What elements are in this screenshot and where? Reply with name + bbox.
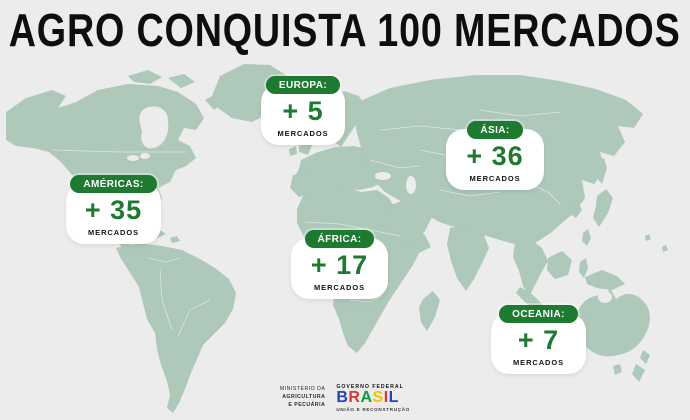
brasil-letter: B [336, 389, 349, 407]
region-unit-asia: MERCADOS [469, 174, 521, 183]
callout-europa: EUROPA: + 5 MERCADOS [261, 76, 345, 145]
governo-federal-label: GOVERNO FEDERAL [336, 384, 404, 391]
region-value-oceania: + 7 [517, 325, 560, 355]
brasil-wordmark: BRASIL [336, 389, 410, 407]
governo-federal-logo: GOVERNO FEDERAL BRASIL UNIÃO E RECONSTRU… [336, 384, 410, 412]
map-south-america [116, 243, 236, 413]
page-title: AGRO CONQUISTA 100 MERCADOS [0, 4, 690, 56]
region-card-africa: + 17 MERCADOS [291, 238, 388, 299]
region-card-oceania: + 7 MERCADOS [491, 313, 586, 374]
ministry-line-3: E PECUÁRIA [288, 402, 326, 408]
region-unit-americas: MERCADOS [88, 228, 139, 237]
region-label-africa: ÁFRICA: [304, 230, 375, 248]
callout-asia: ÁSIA: + 36 MERCADOS [446, 121, 544, 190]
footer: MINISTÉRIO DA AGRICULTURA E PECUÁRIA GOV… [0, 384, 690, 412]
callout-americas: AMÉRICAS: + 35 MERCADOS [66, 175, 161, 244]
region-value-europa: + 5 [282, 96, 324, 126]
region-label-oceania: OCEANIA: [499, 305, 578, 323]
brasil-letter: L [388, 389, 399, 407]
region-unit-oceania: MERCADOS [513, 358, 564, 367]
region-value-asia: + 36 [466, 141, 524, 171]
region-card-americas: + 35 MERCADOS [66, 183, 161, 244]
region-unit-africa: MERCADOS [314, 283, 365, 292]
ministry-line-1: MINISTÉRIO DA [279, 386, 326, 393]
brasil-letter: S [372, 389, 384, 407]
callout-oceania: OCEANIA: + 7 MERCADOS [491, 305, 586, 374]
region-label-americas: AMÉRICAS: [70, 175, 157, 193]
ministry-logo: MINISTÉRIO DA AGRICULTURA E PECUÁRIA [280, 386, 325, 409]
page-title-text: AGRO CONQUISTA 100 MERCADOS [9, 4, 681, 56]
region-unit-europa: MERCADOS [277, 129, 329, 138]
brasil-letter: A [360, 389, 373, 407]
brasil-letter: R [348, 389, 361, 407]
region-card-asia: + 36 MERCADOS [446, 129, 544, 190]
region-label-europa: EUROPA: [265, 76, 341, 94]
uniao-reconstrucao-label: UNIÃO E RECONSTRUÇÃO [336, 407, 411, 412]
region-value-americas: + 35 [84, 195, 143, 225]
callout-africa: ÁFRICA: + 17 MERCADOS [291, 230, 388, 299]
brasil-letter: I [383, 389, 389, 407]
region-value-africa: + 17 [310, 250, 369, 280]
region-label-asia: ÁSIA: [467, 121, 523, 139]
ministry-line-2: AGRICULTURA [282, 394, 326, 401]
region-card-europa: + 5 MERCADOS [261, 84, 345, 145]
map-australia [575, 288, 650, 357]
